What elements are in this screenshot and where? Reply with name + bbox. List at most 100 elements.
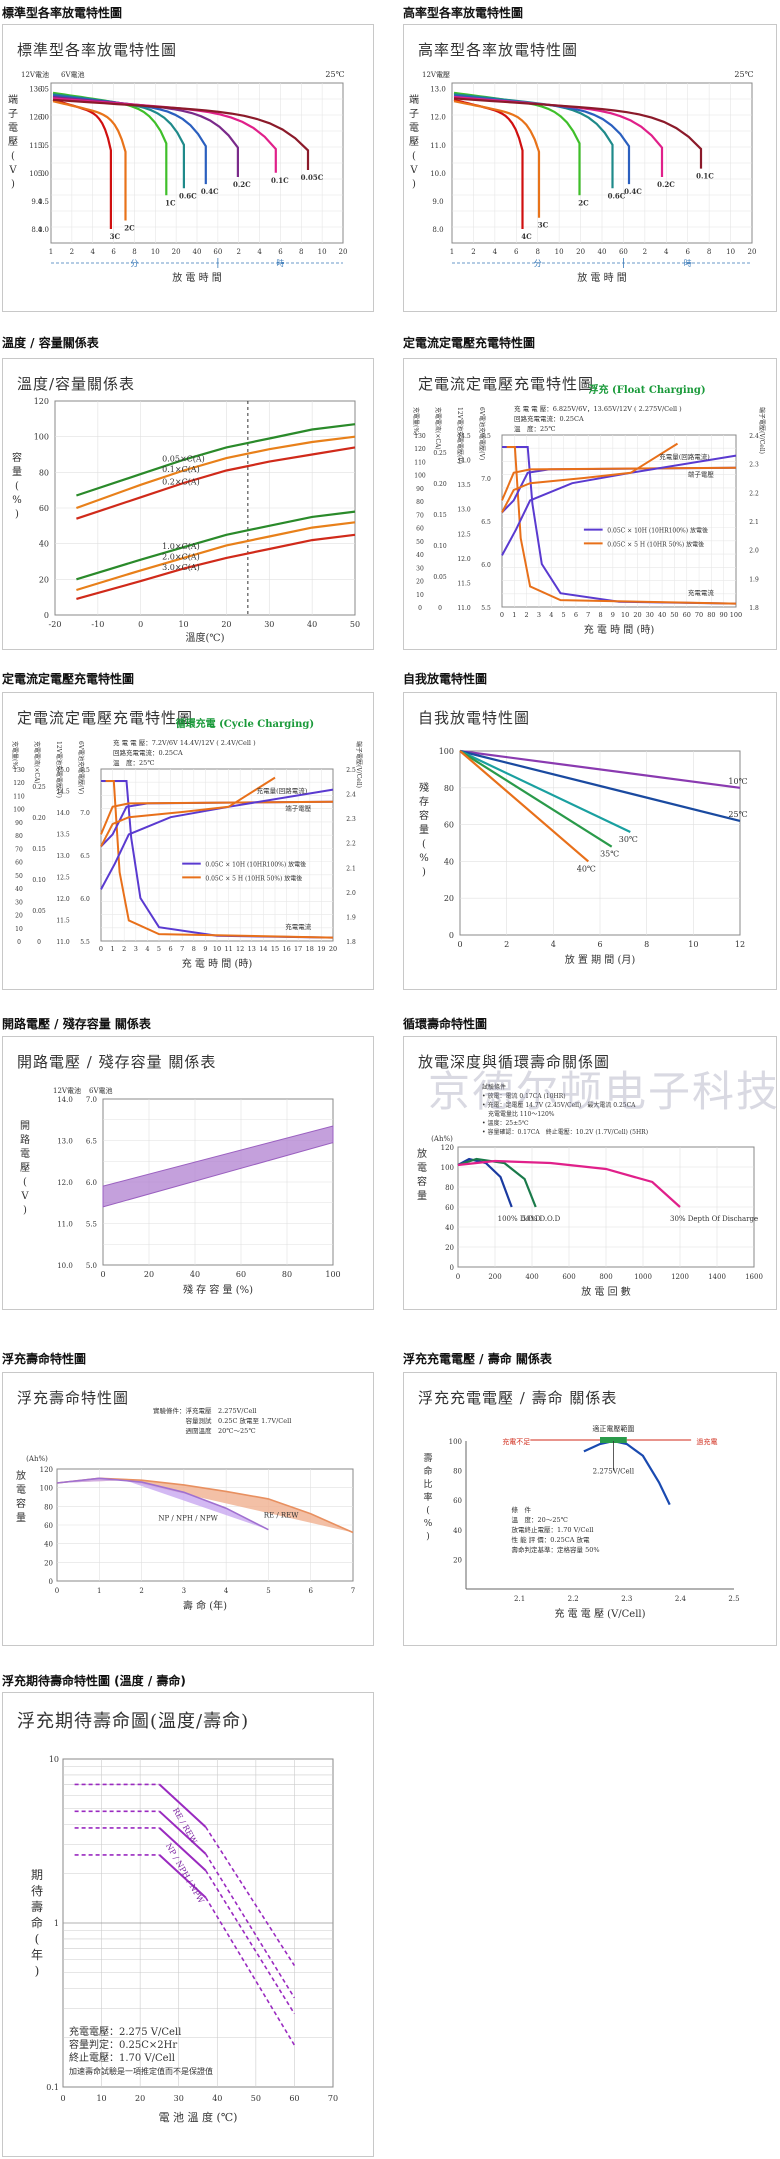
axis-6v-tick: 6.5 — [80, 853, 90, 860]
series-line — [76, 446, 356, 520]
chart-panel-float-charge: 定電流定電壓充電特性圖 浮充 (Float Charging) 充 電 電 壓：6… — [403, 358, 777, 650]
legend-label: 0.05C × 10H (10HR100%) 放電後 — [205, 861, 306, 869]
y-axis-label: 壽 — [31, 1899, 43, 1914]
axis-cell-tick: 2.2 — [749, 490, 759, 497]
y-tick-12v: 13.0 — [57, 1138, 73, 1146]
x-tick-label: 10 — [621, 611, 629, 619]
y-axis-label: V — [409, 165, 418, 176]
series-label: 0.4C — [624, 187, 642, 196]
series-label: 3C — [110, 232, 121, 241]
chart-title: 標準型各率放電特性圖 — [17, 41, 178, 59]
x-tick-label: 90 — [720, 611, 728, 619]
terminal-voltage-line-50 — [501, 466, 737, 501]
x-tick-label: 2 — [643, 248, 647, 256]
axis-charge-tick: 90 — [15, 820, 23, 827]
x-axis-label: 放 電 時 間 — [577, 271, 627, 284]
series-line — [459, 749, 741, 822]
series-label: 0.1C — [696, 172, 714, 181]
x-tick-label: 60 — [683, 611, 691, 619]
axis-current-tick: 0.15 — [433, 512, 447, 519]
y-axis-label: 率 — [423, 1491, 432, 1503]
y-tick-label: 0 — [449, 931, 454, 940]
left-axis-title: 充電電流(×CA) — [434, 407, 442, 450]
x-tick-label: 12 — [735, 940, 745, 949]
axis-current-tick: 0.15 — [32, 846, 46, 853]
y-axis-label: 壓 — [20, 1162, 30, 1174]
condition-text: • 充電：定電壓 14.7V (2.45V/Cell) 最大電流 0.25CA — [482, 1101, 636, 1109]
axis-cell-tick: 2.4 — [749, 433, 759, 440]
charge-amount-line-50 — [100, 776, 276, 847]
x-tick-label: 20 — [339, 248, 348, 256]
y-tick-6v: 5.0 — [38, 170, 49, 178]
chart-panel-expected-life: 浮充期待壽命圖(溫度/壽命) 0.1 1 10 0 10 20 30 40 50 60 70 電 池 … — [2, 1692, 374, 2157]
legend-label: 0.05C × 10H (10HR100%) 放電後 — [607, 527, 708, 535]
x-tick-label: 6 — [574, 611, 578, 619]
x-tick-label: 7 — [180, 945, 184, 953]
x-axis-label: 充 電 時 間 (時) — [182, 957, 253, 970]
axis-current-tick: 0.25 — [433, 450, 447, 457]
y-tick-6v: 5.0 — [86, 1262, 97, 1270]
series-line — [453, 100, 541, 218]
x-unit-minutes: 分 — [130, 259, 138, 268]
x-tick-label: 2.1 — [514, 1595, 525, 1603]
y-axis-label: 量 — [417, 1190, 427, 1202]
x-tick-label: 6 — [597, 940, 602, 949]
x-tick-label: 11 — [224, 945, 232, 953]
x-tick-label: 1 — [97, 1587, 101, 1595]
x-tick-label: 8 — [535, 248, 539, 256]
y-axis-label: ) — [426, 1531, 430, 1542]
x-tick-label: 40 — [190, 1270, 200, 1279]
x-tick-label: 4 — [549, 611, 553, 619]
x-tick-label: 4 — [90, 248, 95, 256]
x-tick-label: 7 — [586, 611, 590, 619]
condition-text: 充 電 電 壓：6.825V/6V，13.65V/12V ( 2.275V/Ce… — [514, 404, 682, 413]
series-line — [453, 97, 703, 169]
y-tick-12v: 13.0 — [29, 86, 45, 94]
axis-cell-tick: 1.9 — [346, 914, 356, 921]
axis-12v-tick: 14.5 — [56, 789, 70, 796]
axis-charge-tick: 130 — [414, 433, 426, 440]
section-title-temp-capacity: 溫度 / 容量關係表 — [2, 336, 99, 350]
chart-title: 浮充充電電壓 / 壽命 關係表 — [418, 1389, 618, 1407]
chart-float-voltage: 20 40 60 80 100 2.1 2.2 2.3 2.4 2.5 充 電 電 壓 (V/Cel… — [423, 1424, 739, 1620]
y-axis-label: ( — [15, 481, 19, 492]
axis-charge-tick: 20 — [416, 579, 424, 586]
y-axis-label: 電 — [417, 1162, 427, 1174]
x-tick-label: 1 — [111, 945, 115, 953]
axis-12v-tick: 14.0 — [56, 810, 70, 817]
condition-text: 實驗條件：浮充電壓 2.275V/Cell — [153, 1406, 256, 1415]
x-tick-label: 50 — [350, 620, 360, 629]
x-tick-label: 19 — [317, 945, 325, 953]
x-tick-label: 20 — [748, 248, 757, 256]
x-tick-label: 8 — [644, 940, 649, 949]
y-axis-label: ) — [15, 509, 19, 520]
y-tick-label: 120 — [40, 1466, 53, 1474]
chart-title: 開路電壓 / 殘存容量 關係表 — [17, 1053, 217, 1071]
annotation-voltage: 端子電壓 — [285, 803, 312, 812]
y-tick-12v: 12.0 — [57, 1179, 73, 1187]
condition-text: 週圍溫度 20℃～25℃ — [153, 1426, 256, 1435]
condition-text: 溫 度：20～25℃ — [512, 1515, 568, 1524]
series-label: 3.0×C(A) — [162, 563, 200, 572]
y-axis-label: % — [12, 495, 22, 506]
y-axis-label: 命 — [31, 1915, 43, 1930]
life-band-dashed — [205, 1897, 296, 2046]
y-tick-label: 0.1 — [46, 2083, 59, 2092]
y-tick-6v: 5.5 — [38, 142, 49, 150]
axis-6v-tick: 7.0 — [481, 476, 491, 483]
y-axis-label: ) — [422, 867, 426, 878]
charge-amount-line-100 — [501, 454, 737, 556]
y-axis-label: ) — [11, 179, 15, 190]
y-tick-label: 1 — [54, 1919, 59, 1928]
series-line — [56, 1477, 269, 1531]
x-tick-label: 1 — [49, 248, 53, 256]
x-tick-label: 0 — [100, 1270, 105, 1279]
axis-charge-tick: 10 — [15, 926, 23, 933]
legend-label: 0.05C × 5 H (10HR 50%) 放電後 — [205, 874, 302, 882]
series-label: 0.2C — [657, 180, 675, 189]
x-tick-label: 8 — [299, 248, 303, 256]
series-label: NP / NPH / NPW — [158, 1514, 218, 1522]
annotation-charge: 充電量(回路電流) — [257, 786, 308, 795]
annotation-current: 充電電流 — [688, 588, 715, 597]
y-unit-label: 12V電池 — [53, 1086, 81, 1095]
